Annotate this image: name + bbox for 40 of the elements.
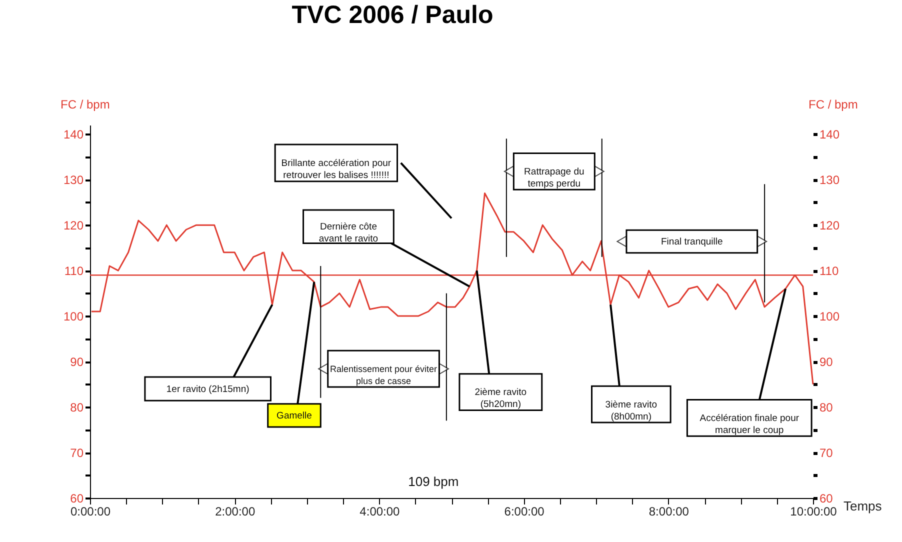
y2-tick-label: 130 — [820, 173, 840, 188]
y2-tick-label: 100 — [820, 310, 840, 324]
x-tick-label: 2:00:00 — [215, 504, 256, 518]
x-tick-label: 10:00:00 — [790, 504, 838, 518]
annotation: 3ième ravito (8h00mn) — [605, 399, 658, 422]
annotation: 109 bpm — [408, 474, 459, 490]
y2-tick-label: 140 — [820, 128, 840, 142]
annotation: 2ième ravito (5h20mn) — [474, 387, 527, 410]
x-tick-label: 0:00:00 — [70, 504, 111, 518]
y-tick-label: 130 — [63, 173, 84, 188]
line-series — [90, 192, 814, 386]
y-tick-label: 80 — [70, 400, 84, 415]
y2-tick-label: 80 — [820, 400, 834, 415]
y-tick-label: 70 — [70, 446, 84, 460]
y2-axis-title: FC / bpm — [808, 98, 858, 112]
y-tick-label: 100 — [63, 310, 84, 324]
x-tick-label: 8:00:00 — [648, 504, 690, 518]
annotation: Final tranquille — [661, 236, 723, 248]
x-tick-label: 6:00:00 — [504, 504, 545, 518]
y2-tick-label: 110 — [820, 264, 839, 278]
annotation: Brillante accélération pour retrouver les balises !!!!!!! — [281, 158, 392, 181]
y2-tick-label: 90 — [820, 355, 834, 370]
annotation: Accélération finale pour marquer le coup — [700, 412, 800, 436]
y2-tick-label: 120 — [820, 218, 840, 233]
y2-tick-label: 60 — [820, 492, 834, 506]
annotation: Rattrapage du temps perdu — [524, 166, 584, 190]
y2-tick-label: 70 — [820, 446, 834, 460]
annotation: Ralentissement pour éviter plus de casse — [330, 364, 438, 386]
y-tick-label: 90 — [70, 355, 84, 370]
chart-title: TVC 2006 / Paulo — [292, 1, 494, 29]
y-tick-label: 140 — [63, 128, 84, 142]
annotation: Dernière côte avant le ravito — [318, 222, 378, 245]
y-axis-title: FC / bpm — [60, 98, 110, 112]
annotation: 1er ravito (2h15mn) — [166, 384, 250, 395]
y-tick-label: 110 — [64, 264, 84, 278]
x-tick-label: 4:00:00 — [360, 504, 400, 518]
x-axis-title: Temps — [844, 498, 882, 514]
annotation: Gamelle — [276, 410, 312, 422]
y-tick-label: 60 — [70, 492, 84, 506]
y-tick-label: 120 — [63, 218, 84, 233]
